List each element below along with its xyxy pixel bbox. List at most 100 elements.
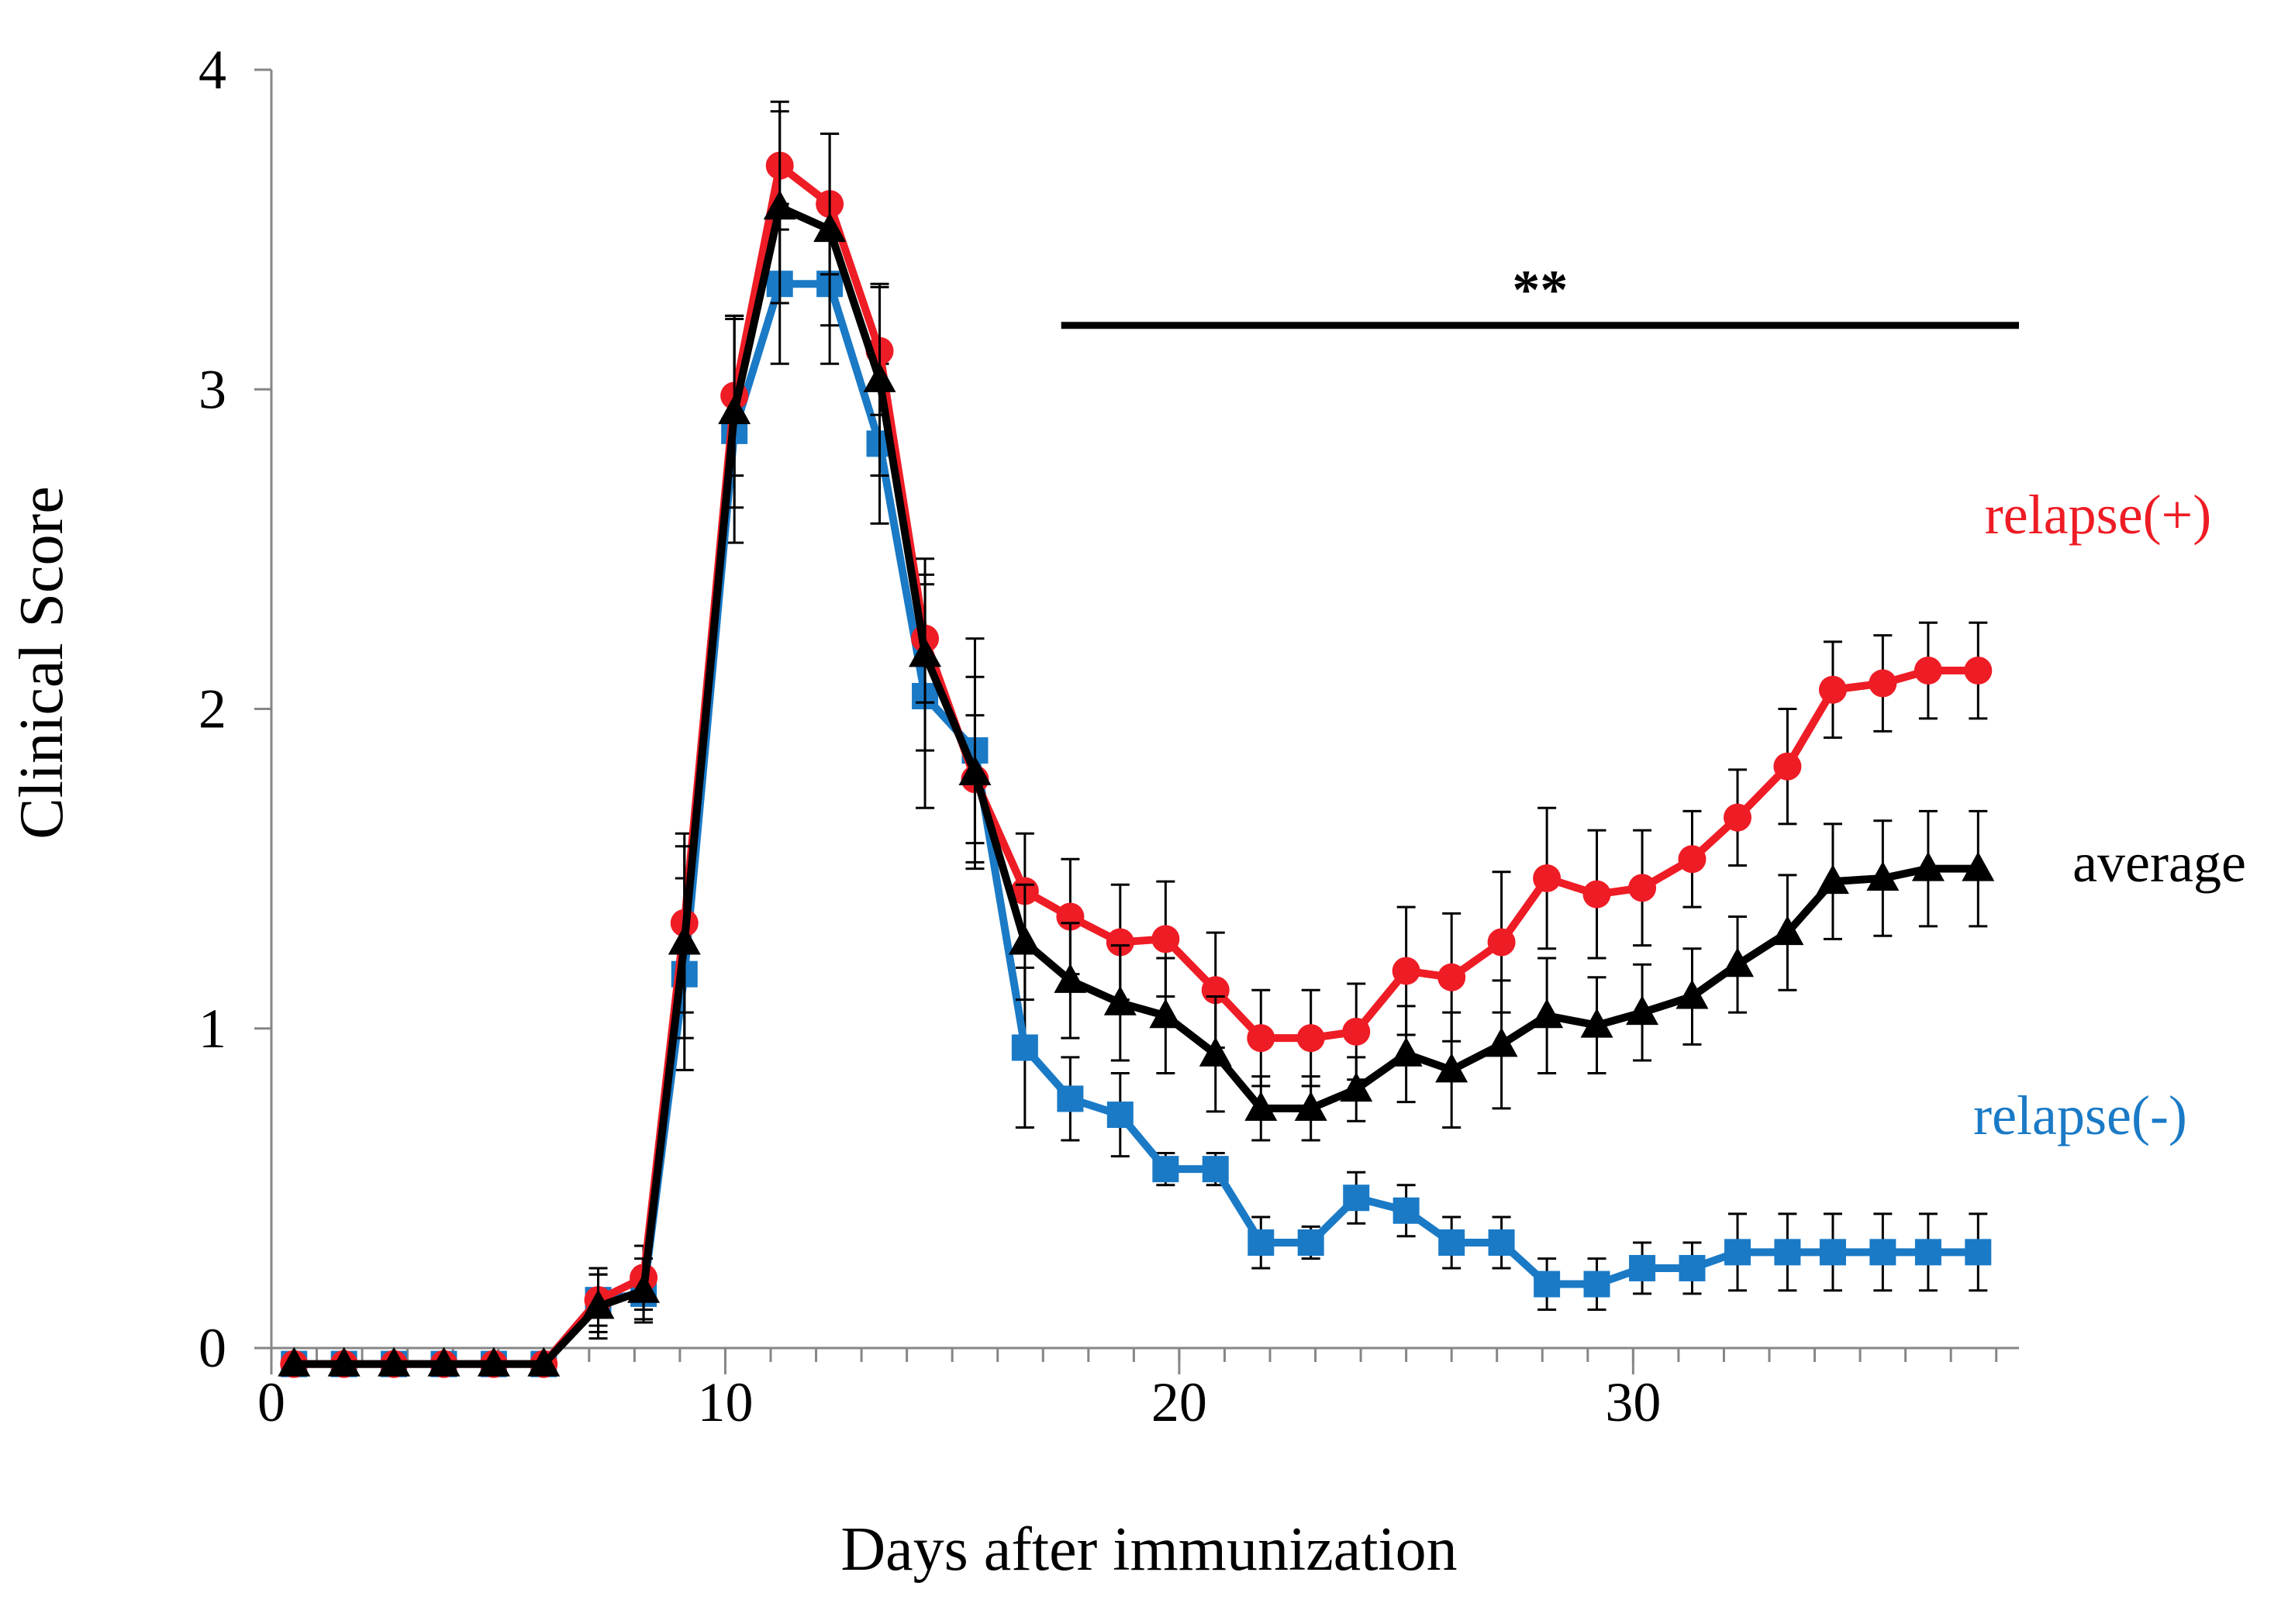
data-point — [718, 395, 751, 425]
data-point — [1392, 957, 1420, 985]
data-point — [1721, 947, 1755, 978]
data-point — [1911, 851, 1945, 881]
data-point — [1724, 1239, 1751, 1266]
data-point — [327, 1346, 361, 1377]
series-line — [294, 161, 1979, 1368]
series-relapse(+) — [280, 100, 1993, 1378]
data-point — [668, 925, 701, 955]
data-point — [813, 212, 847, 243]
data-point — [1435, 1053, 1468, 1083]
data-point — [278, 1346, 311, 1377]
data-point — [1202, 1156, 1229, 1183]
data-point — [1628, 874, 1657, 902]
data-point — [1340, 1072, 1373, 1102]
x-tick-label: 10 — [697, 1371, 753, 1433]
data-point — [1678, 845, 1707, 874]
data-point — [1531, 998, 1564, 1029]
data-point — [1294, 1091, 1327, 1121]
series-labels: relapse(+) average relapse(-) — [1973, 484, 2246, 1146]
data-point — [1244, 1091, 1278, 1121]
data-point — [1679, 1254, 1706, 1281]
data-point — [1488, 1229, 1515, 1256]
data-point — [1057, 1085, 1084, 1112]
data-point — [1914, 657, 1942, 685]
data-point — [1106, 1102, 1134, 1129]
data-point — [958, 755, 992, 785]
data-point — [1296, 1024, 1325, 1053]
data-point — [1582, 880, 1611, 909]
data-point — [909, 637, 942, 667]
series-average — [278, 110, 1995, 1377]
data-point — [1152, 1156, 1179, 1183]
data-point — [1583, 1271, 1610, 1298]
data-point — [427, 1346, 461, 1377]
data-point — [1389, 1036, 1423, 1067]
data-point — [1580, 1008, 1613, 1038]
data-point — [1774, 1239, 1801, 1266]
data-point — [1342, 1017, 1371, 1046]
data-point — [1199, 1036, 1232, 1067]
data-point — [1485, 1027, 1518, 1057]
data-point — [1773, 752, 1802, 781]
x-axis-title: Days after immunization — [840, 1515, 1457, 1584]
y-axis-title: Clinical Score — [8, 486, 76, 839]
y-ticks: 0 1 2 3 4 — [198, 39, 271, 1379]
y-tick-label: 0 — [198, 1317, 226, 1379]
x-tick-label: 30 — [1605, 1371, 1661, 1433]
data-point — [1487, 928, 1516, 957]
series-label-relapse(+): relapse(+) — [1985, 484, 2211, 546]
data-point — [1343, 1184, 1370, 1212]
data-point — [527, 1346, 561, 1377]
data-point — [1675, 979, 1709, 1009]
data-point — [1438, 1229, 1465, 1256]
y-tick-label: 3 — [198, 358, 226, 420]
data-point — [1008, 925, 1041, 955]
data-point — [1392, 1197, 1420, 1224]
data-point — [1866, 860, 1900, 891]
data-point — [1771, 915, 1804, 946]
plot-area — [278, 100, 1995, 1378]
data-point — [581, 1289, 615, 1319]
data-point — [1297, 1229, 1324, 1256]
data-point — [1247, 1024, 1275, 1053]
data-point — [627, 1273, 661, 1303]
data-point — [1869, 1239, 1896, 1266]
series-label-relapse(-): relapse(-) — [1973, 1084, 2187, 1146]
data-point — [1534, 1271, 1561, 1298]
series-line — [294, 203, 1979, 1368]
data-point — [1011, 1034, 1038, 1061]
data-point — [1964, 657, 1993, 685]
data-point — [1962, 851, 1995, 881]
data-point — [1054, 963, 1087, 993]
data-point — [1818, 675, 1847, 704]
data-point — [1914, 1239, 1941, 1266]
series-relapse(-) — [281, 202, 1992, 1377]
data-point — [1819, 1239, 1846, 1266]
data-point — [763, 190, 796, 220]
data-point — [1965, 1239, 1992, 1266]
y-tick-label: 2 — [198, 678, 226, 740]
data-point — [1248, 1229, 1275, 1256]
y-tick-label: 4 — [198, 39, 226, 101]
data-point — [1533, 864, 1562, 892]
data-point — [1149, 998, 1182, 1029]
x-tick-label: 20 — [1151, 1371, 1207, 1433]
data-point — [1437, 963, 1466, 991]
series-label-average: average — [2072, 832, 2246, 894]
data-point — [863, 362, 896, 392]
significance-bracket: ** — [1061, 259, 2019, 329]
y-tick-label: 1 — [198, 998, 226, 1060]
data-point — [1816, 864, 1849, 895]
x-tick-label: 0 — [257, 1371, 285, 1433]
data-point — [1103, 985, 1137, 1015]
axes: 0 1 2 3 4 0 10 20 30 — [198, 39, 2019, 1433]
data-point — [1724, 803, 1752, 832]
data-point — [1151, 925, 1180, 953]
data-point — [1106, 928, 1134, 957]
data-point — [1869, 669, 1897, 698]
data-point — [1626, 995, 1659, 1026]
data-point — [378, 1346, 411, 1377]
data-point — [1629, 1254, 1656, 1281]
data-point — [477, 1346, 510, 1377]
